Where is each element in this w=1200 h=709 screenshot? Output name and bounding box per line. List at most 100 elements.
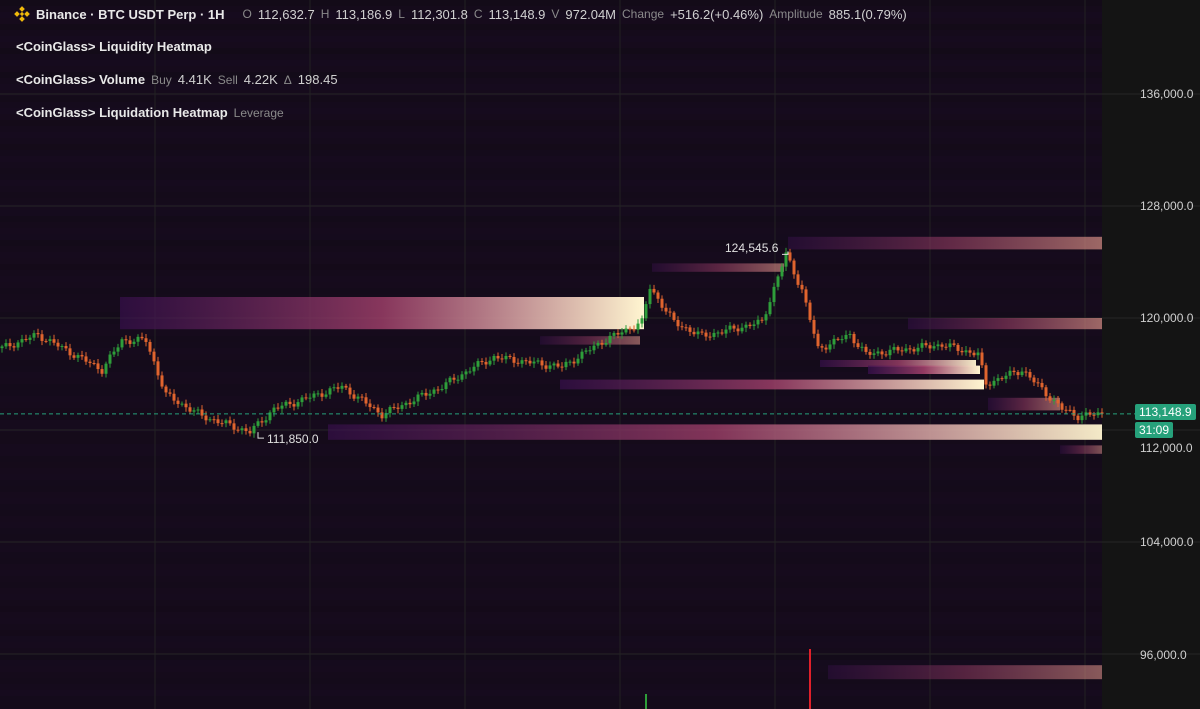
candle-body xyxy=(236,429,240,431)
heat-background-row xyxy=(0,30,1102,36)
candle-body xyxy=(860,346,864,348)
candle-body xyxy=(272,407,276,413)
heat-background-row xyxy=(0,666,1102,672)
symbol-title[interactable]: Binance · BTC USDT Perp · 1H xyxy=(36,6,225,22)
y-tick-label: 96,000.0 xyxy=(1140,648,1187,662)
candle-body xyxy=(76,355,80,358)
candle-body xyxy=(1008,370,1012,376)
liquidation-heat-band xyxy=(828,665,1102,680)
heat-background-row xyxy=(0,462,1102,468)
candle-body xyxy=(216,419,220,424)
candle-body xyxy=(884,354,888,356)
candle-body xyxy=(744,324,748,328)
heat-background-row xyxy=(0,450,1102,456)
heat-background-row xyxy=(0,684,1102,690)
candle-body xyxy=(988,384,992,386)
heat-background-row xyxy=(0,270,1102,276)
indicator-name: <CoinGlass> Liquidation Heatmap xyxy=(16,105,228,120)
candle-body xyxy=(748,324,752,327)
candle-body xyxy=(1072,409,1076,416)
candle-body xyxy=(248,430,252,434)
candle-body xyxy=(640,318,644,324)
liquidation-heat-band xyxy=(652,263,784,272)
candle-body xyxy=(444,382,448,390)
candle-body xyxy=(80,355,84,357)
candle-body xyxy=(320,393,324,397)
candle-body xyxy=(960,350,964,353)
candle-body xyxy=(576,358,580,364)
candle-body xyxy=(616,332,620,335)
heat-background-row xyxy=(0,456,1102,462)
indicator-name: <CoinGlass> Volume xyxy=(16,72,146,87)
heat-background-row xyxy=(0,384,1102,390)
candle-body xyxy=(160,375,164,387)
candle-body xyxy=(400,405,404,409)
heat-background-row xyxy=(0,252,1102,258)
candle-body xyxy=(548,365,552,369)
candle-body xyxy=(16,342,20,348)
high-marker xyxy=(782,251,789,255)
heat-background-row xyxy=(0,36,1102,42)
candle-body xyxy=(780,266,784,277)
candle-body xyxy=(672,312,676,320)
candle-body xyxy=(688,327,692,332)
candle-body xyxy=(464,371,468,375)
candle-body xyxy=(716,332,720,334)
heat-background-row xyxy=(0,480,1102,486)
candle-body xyxy=(536,360,540,362)
heat-background-row xyxy=(0,498,1102,504)
candle-body xyxy=(792,260,796,275)
candle-body xyxy=(340,385,344,389)
candle-body xyxy=(280,405,284,409)
candle-body xyxy=(904,348,908,352)
indicator-liquidity-heatmap[interactable]: <CoinGlass> Liquidity Heatmap xyxy=(16,39,212,54)
candle-body xyxy=(476,361,480,367)
candle-body xyxy=(784,252,788,267)
candle-body xyxy=(628,328,632,330)
candle-body xyxy=(384,413,388,419)
y-tick-label: 104,000.0 xyxy=(1140,535,1194,549)
candle-body xyxy=(788,252,792,261)
candle-body xyxy=(824,347,828,350)
candle-body xyxy=(380,412,384,419)
candle-body xyxy=(256,421,260,426)
candle-body xyxy=(912,349,916,352)
candle-body xyxy=(644,304,648,319)
heat-background-row xyxy=(0,366,1102,372)
heat-background-row xyxy=(0,594,1102,600)
heat-background-row xyxy=(0,702,1102,708)
candle-body xyxy=(240,428,244,431)
liquidation-heat-band xyxy=(328,424,1102,440)
candle-body xyxy=(868,351,872,355)
candle-body xyxy=(424,392,428,396)
candle-body xyxy=(1060,403,1064,410)
candle-body xyxy=(632,329,636,331)
candle-body xyxy=(296,402,300,407)
indicator-liquidation-heatmap[interactable]: <CoinGlass> Liquidation Heatmap Leverage xyxy=(16,105,284,120)
candle-body xyxy=(1012,370,1016,373)
candle-body xyxy=(976,352,980,356)
candle-body xyxy=(1040,382,1044,388)
y-tick-label: 120,000.0 xyxy=(1140,311,1194,325)
candle-body xyxy=(312,393,316,398)
candle-body xyxy=(36,333,40,335)
candle-body xyxy=(732,325,736,329)
candle-body xyxy=(508,355,512,357)
candle-body xyxy=(212,419,216,421)
candle-body xyxy=(964,350,968,353)
candle-body xyxy=(232,423,236,430)
candle-body xyxy=(172,393,176,401)
candle-body xyxy=(728,325,732,330)
heat-background-row xyxy=(0,570,1102,576)
candle-body xyxy=(332,387,336,389)
heat-background-row xyxy=(0,276,1102,282)
binance-logo-icon xyxy=(14,6,30,22)
candle-body xyxy=(596,342,600,346)
volume-value: 972.04M xyxy=(565,6,617,22)
candle-body xyxy=(820,346,824,348)
heat-background-row xyxy=(0,48,1102,54)
candle-body xyxy=(264,420,268,423)
heat-background-row xyxy=(0,636,1102,642)
